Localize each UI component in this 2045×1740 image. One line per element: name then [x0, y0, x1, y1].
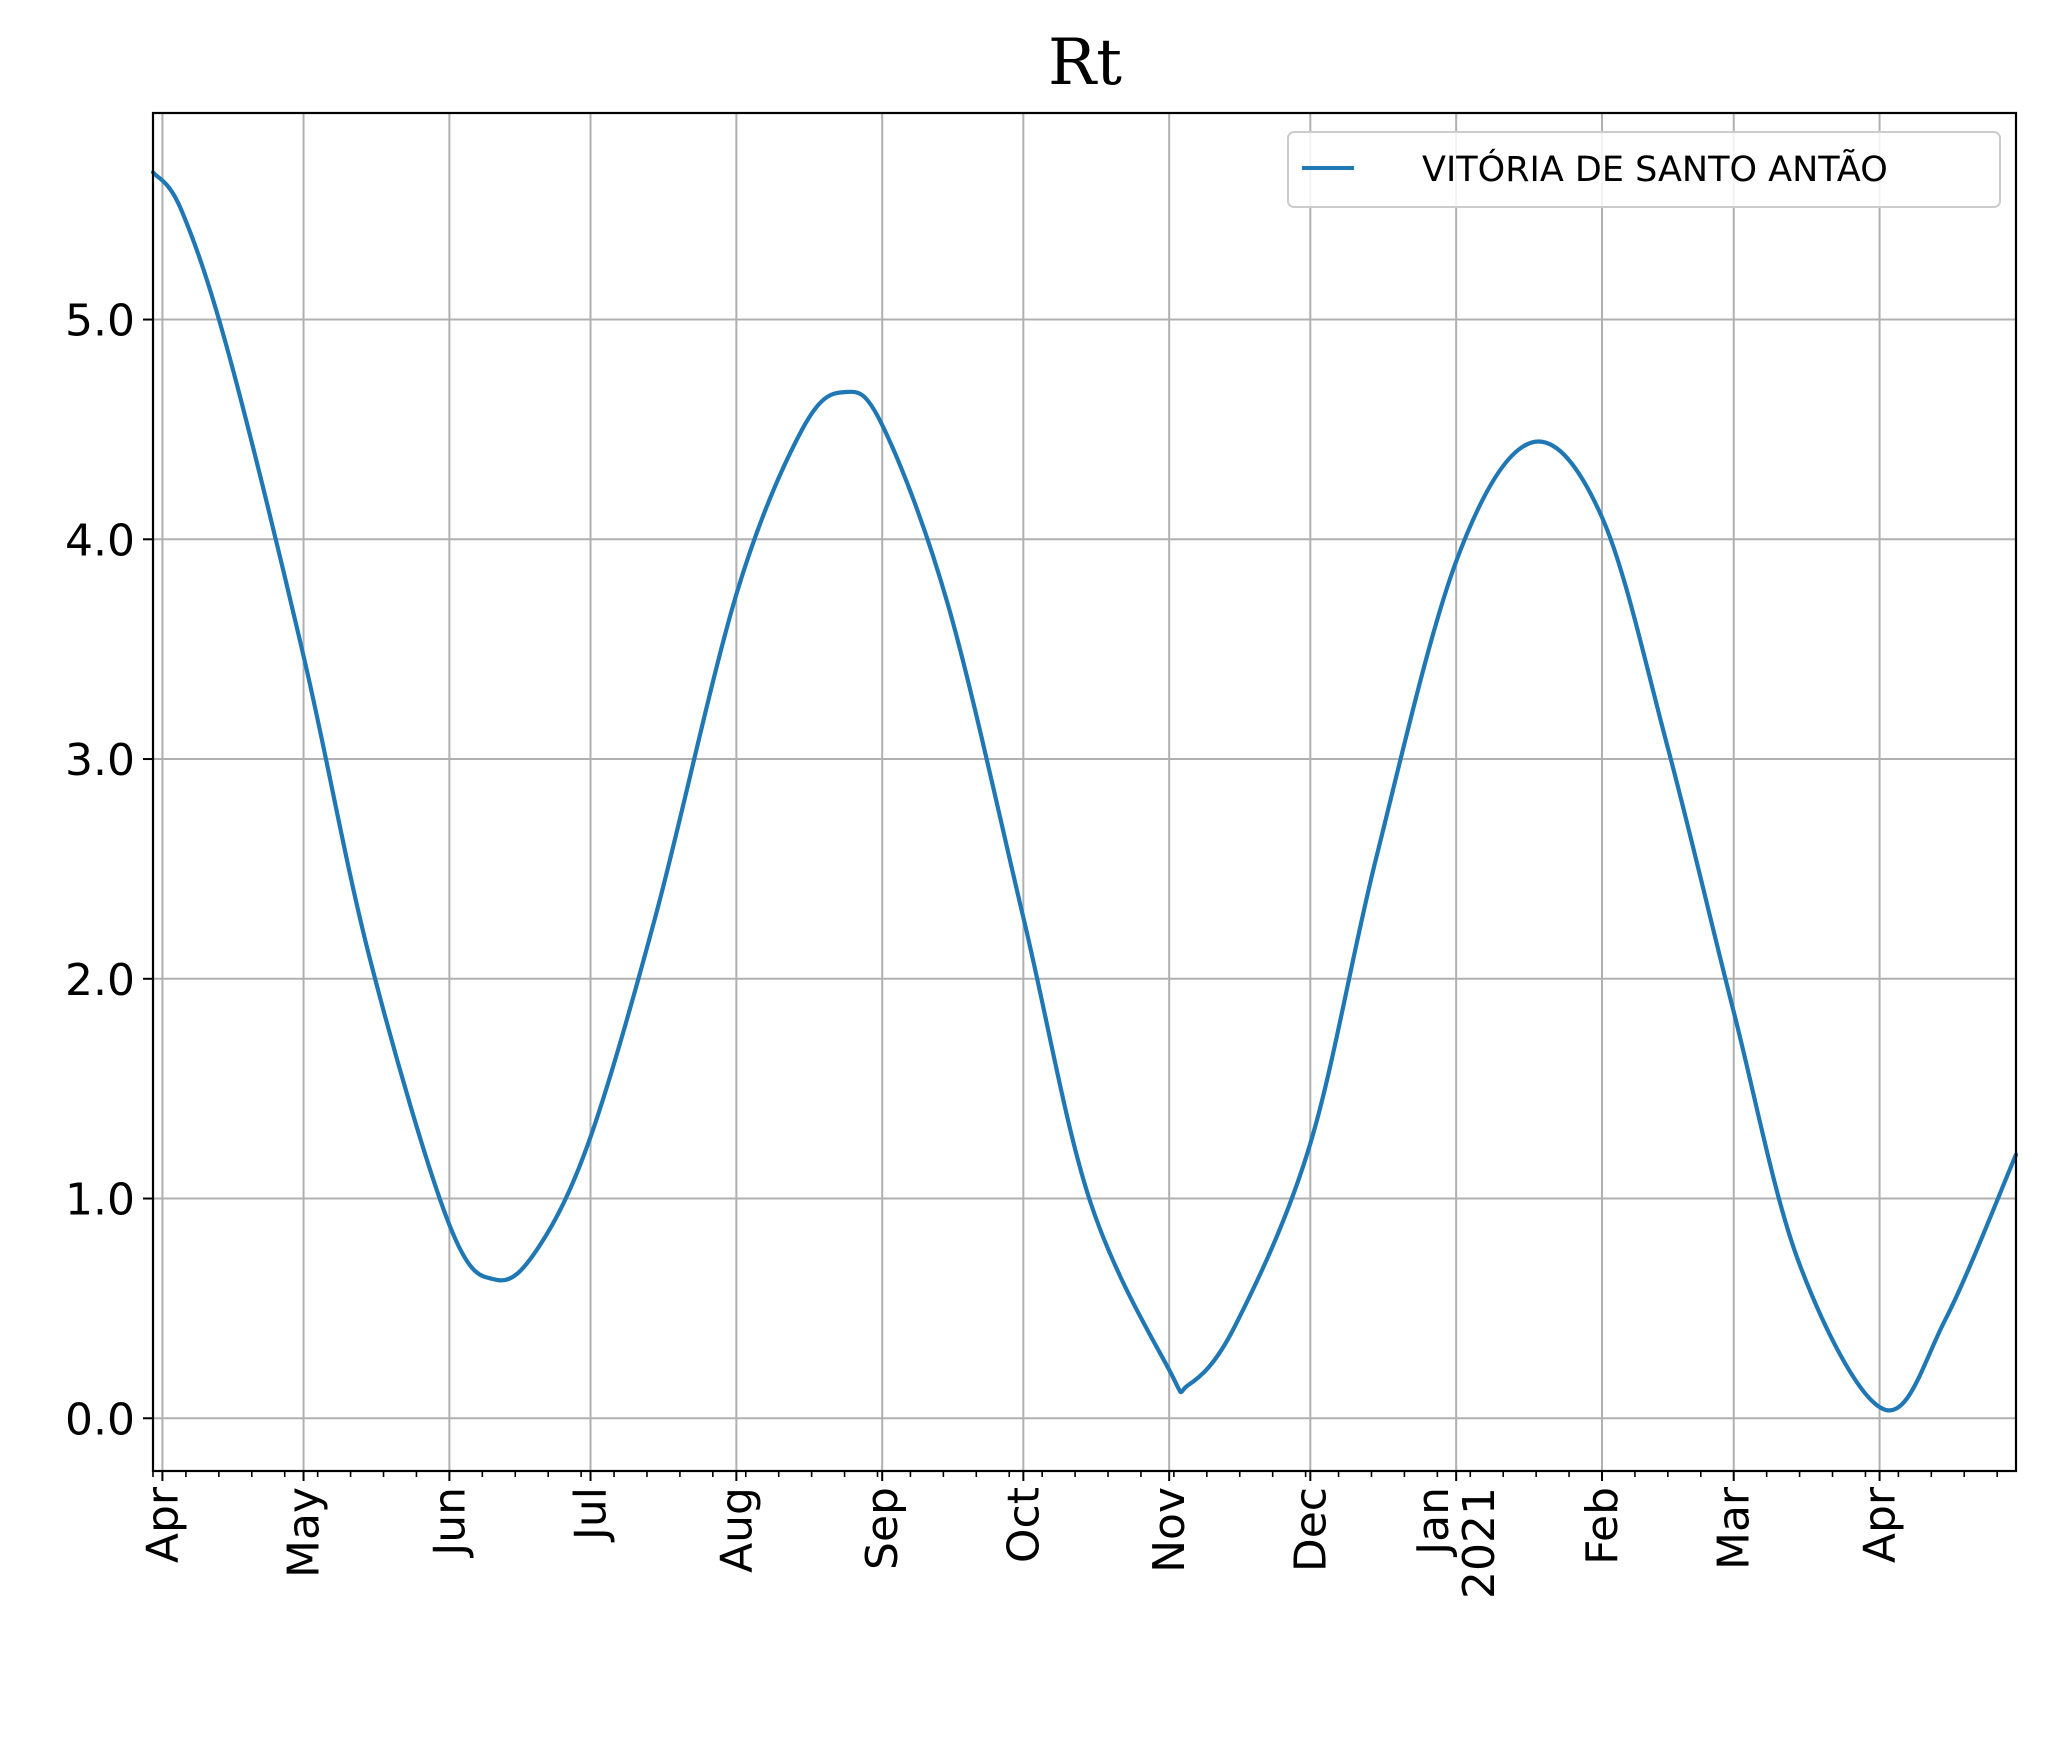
grid [153, 113, 2016, 1471]
series-line [150, 170, 2019, 1413]
x-tick-label: Sep [857, 1487, 908, 1570]
chart-title: Rt [1048, 26, 1122, 100]
x-tick-label-year: 2021 [1454, 1487, 1505, 1599]
x-tick-label: Apr [1855, 1486, 1906, 1563]
y-tick-label: 2.0 [65, 955, 135, 1006]
y-tick-label: 1.0 [65, 1175, 135, 1226]
x-tick-label: Mar [1709, 1486, 1760, 1570]
plot-frame [151, 111, 2018, 1473]
x-tick-label: Jan [1408, 1487, 1459, 1558]
y-tick-label: 0.0 [65, 1394, 135, 1445]
x-tick-label: May [279, 1487, 330, 1578]
legend-box [1287, 131, 2001, 208]
series-layer [150, 170, 2019, 1413]
y-tick-label: 4.0 [65, 515, 135, 566]
y-tick-label: 5.0 [65, 296, 135, 347]
x-tick-label: Nov [1144, 1487, 1195, 1573]
y-tick-label: 3.0 [65, 735, 135, 786]
x-tick-label: Feb [1577, 1487, 1628, 1565]
x-tick-label: Apr [137, 1486, 188, 1563]
legend: VITÓRIA DE SANTO ANTÃO [1287, 131, 2001, 208]
x-tick-label: Oct [998, 1487, 1049, 1563]
x-tick-label: Aug [711, 1487, 762, 1573]
ticks: 0.0 1.0 2.0 3.0 4.0 5.0 Apr May Jun Jul Aug Sep Oct N… [65, 296, 1998, 1599]
x-tick-label: Jun [424, 1487, 475, 1559]
x-tick-label: Dec [1285, 1487, 1336, 1572]
x-tick-label: Jul [566, 1487, 617, 1543]
legend-label: VITÓRIA DE SANTO ANTÃO [1422, 148, 1888, 190]
